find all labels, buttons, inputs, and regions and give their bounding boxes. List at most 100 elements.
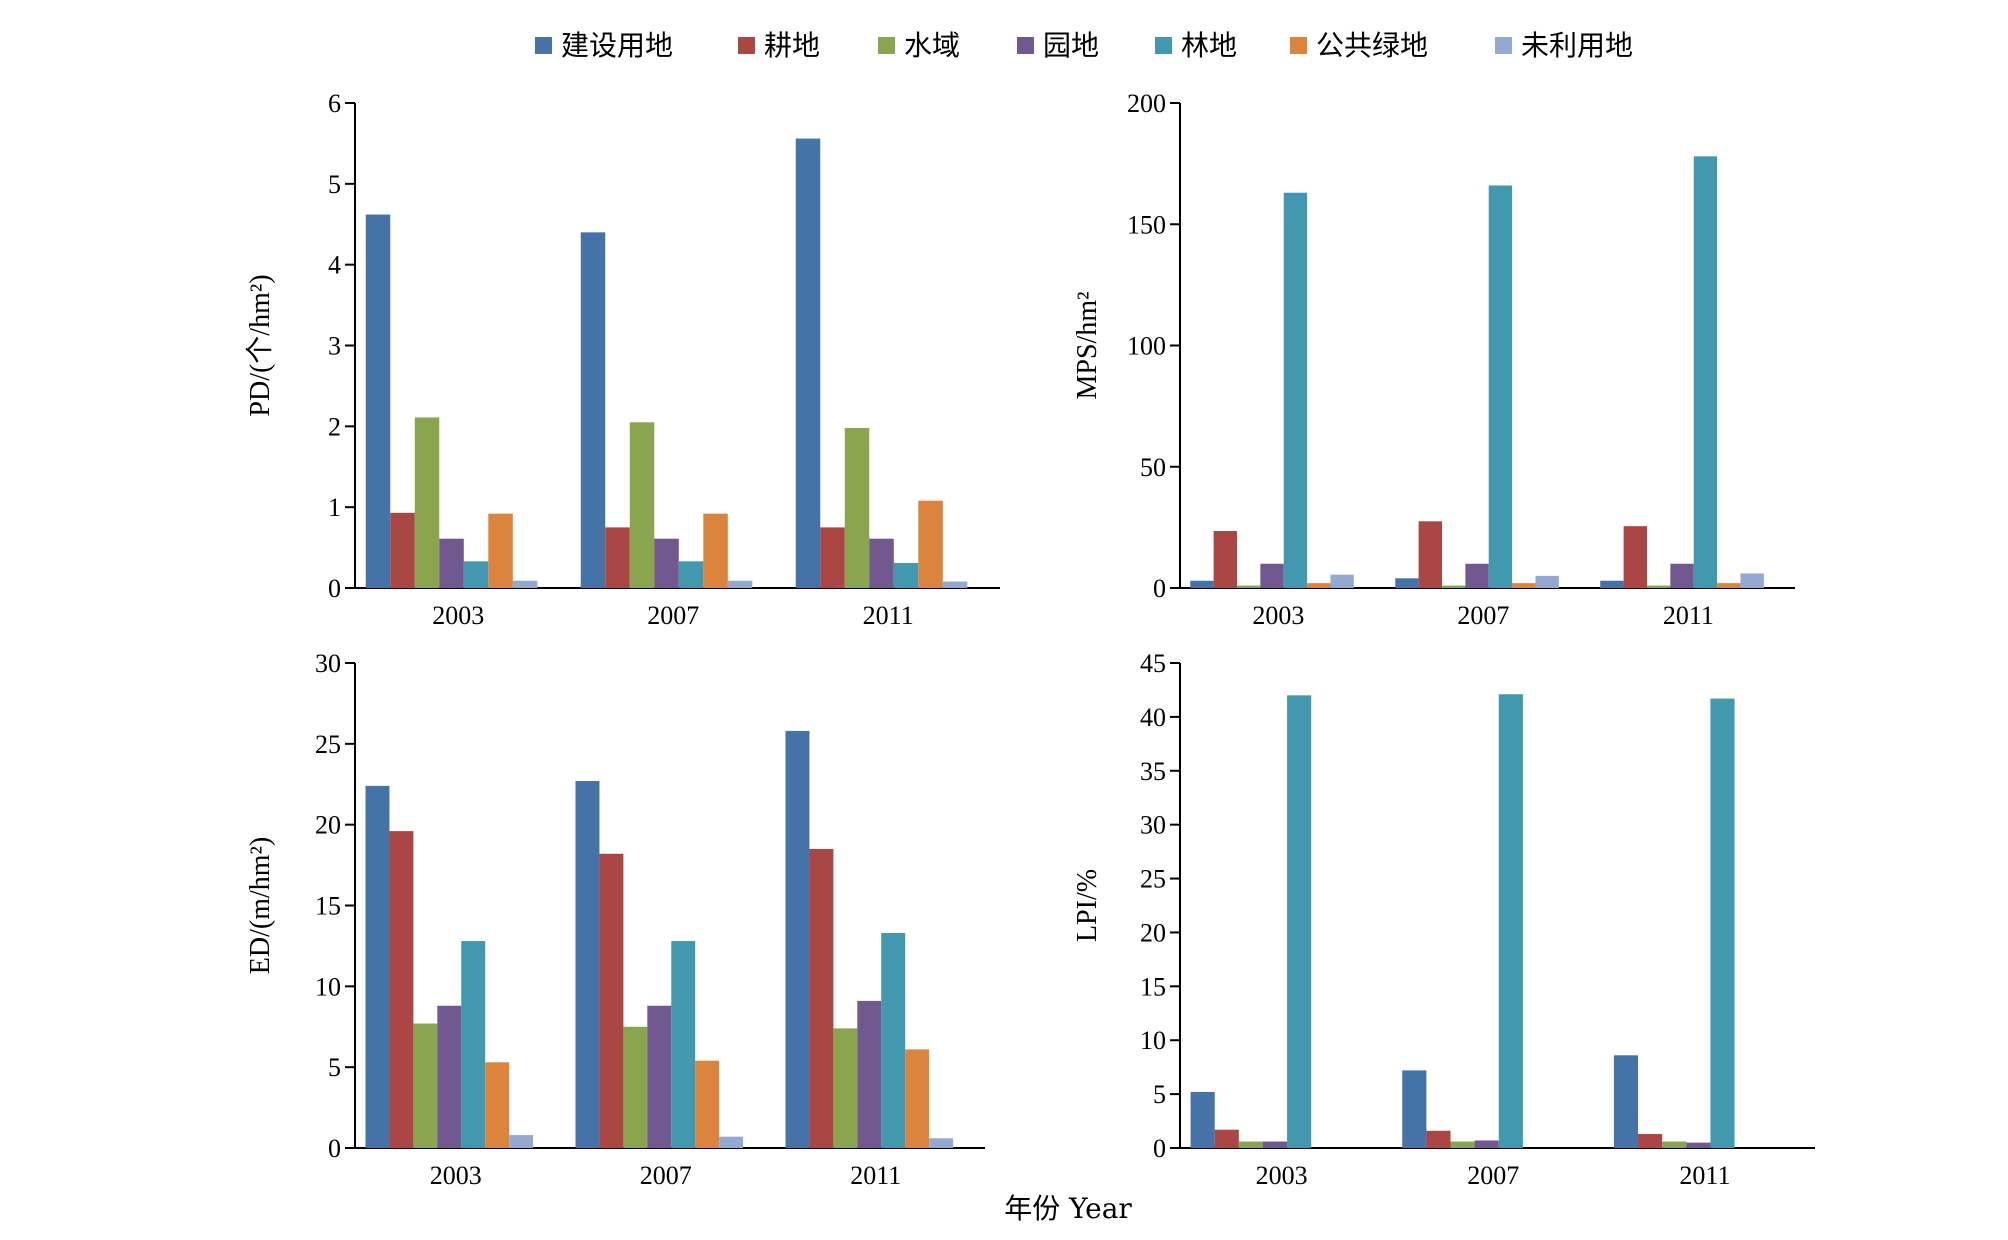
y-tick-label: 2	[328, 412, 341, 441]
bar	[1426, 1130, 1451, 1148]
bar	[1418, 521, 1442, 588]
bar	[599, 853, 624, 1148]
y-tick-label: 5	[328, 1053, 341, 1082]
legend-swatch	[878, 37, 895, 54]
bar	[1535, 575, 1559, 588]
bar	[893, 562, 919, 588]
bar	[1450, 1141, 1475, 1148]
panel-ed: 0 5 10 15 20 25 30 ED/(m/hm²) 2003 2007 2011	[245, 649, 985, 1190]
bar	[795, 138, 821, 589]
x-tick-label: 2007	[1457, 601, 1509, 630]
y-tick-label: 10	[315, 972, 341, 1001]
y-axis-title: LPI/%	[1072, 869, 1103, 942]
bar	[820, 527, 845, 588]
legend-label: 园地	[1043, 29, 1099, 62]
legend-swatch	[1495, 37, 1512, 54]
y-tick-label: 6	[328, 89, 341, 118]
bar	[1717, 583, 1741, 588]
y-tick-label: 3	[328, 332, 341, 361]
legend-label: 公共绿地	[1316, 29, 1428, 62]
y-tick-label: 100	[1127, 332, 1166, 361]
bar	[1646, 585, 1671, 588]
x-tick-label: 2003	[432, 601, 484, 630]
y-tick-label: 1	[328, 493, 341, 522]
bar	[1638, 1133, 1663, 1148]
bar	[1498, 694, 1523, 1148]
bar	[1662, 1141, 1687, 1148]
bar	[1465, 563, 1489, 588]
bar	[1693, 156, 1718, 588]
bar	[1686, 1142, 1711, 1148]
bar	[809, 848, 834, 1148]
bar	[1402, 1070, 1427, 1148]
legend-swatch	[1290, 37, 1307, 54]
y-tick-label: 20	[315, 811, 341, 840]
bar	[1670, 563, 1694, 588]
bar	[485, 1062, 510, 1148]
bar	[695, 1060, 720, 1148]
bar	[1283, 192, 1308, 588]
y-tick-label: 0	[1153, 574, 1166, 603]
y-tick-label: 5	[328, 170, 341, 199]
y-tick-label: 15	[1140, 972, 1166, 1001]
x-tick-label: 2011	[863, 601, 914, 630]
bar	[654, 538, 679, 588]
bar	[439, 538, 464, 588]
bar	[678, 561, 704, 588]
legend-swatch	[1017, 37, 1034, 54]
bar	[1474, 1140, 1499, 1148]
bar	[1740, 573, 1764, 588]
bar	[1512, 583, 1536, 588]
bar	[390, 512, 415, 588]
x-axis-title: 年份 Year	[1004, 1192, 1132, 1225]
x-tick-label: 2007	[640, 1161, 692, 1190]
legend-swatch	[535, 37, 552, 54]
bar	[905, 1049, 930, 1148]
bar	[1287, 695, 1312, 1148]
bar	[461, 941, 486, 1148]
panel-lpi: 0 5 10 15 20 25 30 35 40 45 LPI/% 2003 2007 2011	[1072, 649, 1815, 1190]
y-tick-label: 25	[1140, 865, 1166, 894]
y-tick-label: 25	[315, 730, 341, 759]
bar	[942, 581, 968, 588]
bar	[623, 1026, 648, 1148]
bar	[1238, 1141, 1263, 1148]
bar	[1488, 185, 1513, 588]
bar	[881, 932, 906, 1148]
bar	[512, 580, 538, 588]
y-tick-label: 30	[1140, 811, 1166, 840]
legend-label: 林地	[1181, 29, 1237, 62]
bar	[488, 513, 513, 588]
y-tick-label: 0	[328, 1134, 341, 1163]
y-tick-label: 200	[1127, 89, 1166, 118]
bar	[365, 785, 390, 1148]
y-tick-label: 40	[1140, 703, 1166, 732]
y-axis-title: MPS/hm²	[1072, 292, 1103, 400]
legend-label: 水域	[904, 29, 960, 62]
bar	[857, 1000, 882, 1148]
bar	[1190, 1091, 1215, 1148]
y-tick-label: 0	[328, 574, 341, 603]
x-tick-label: 2011	[1663, 601, 1714, 630]
bar	[1236, 585, 1261, 588]
bar	[869, 538, 894, 588]
x-tick-label: 2007	[1467, 1161, 1519, 1190]
legend-label: 建设用地	[561, 29, 673, 62]
bar	[703, 513, 728, 588]
bar	[575, 781, 600, 1148]
bar	[1710, 698, 1735, 1148]
y-tick-label: 4	[328, 251, 341, 280]
bar	[413, 1023, 438, 1148]
bar	[918, 500, 943, 588]
y-tick-label: 45	[1140, 649, 1166, 678]
legend-label: 未利用地	[1521, 29, 1633, 62]
panel-mps: 0 50 100 150 200 MPS/hm² 2003 2007 2011	[1072, 89, 1795, 630]
bar	[437, 1005, 462, 1148]
bar	[1190, 580, 1214, 588]
y-tick-label: 5	[1153, 1080, 1166, 1109]
y-tick-label: 50	[1140, 453, 1166, 482]
bar	[1600, 580, 1624, 588]
y-axis-title: ED/(m/hm²)	[245, 837, 276, 974]
y-tick-label: 15	[315, 892, 341, 921]
